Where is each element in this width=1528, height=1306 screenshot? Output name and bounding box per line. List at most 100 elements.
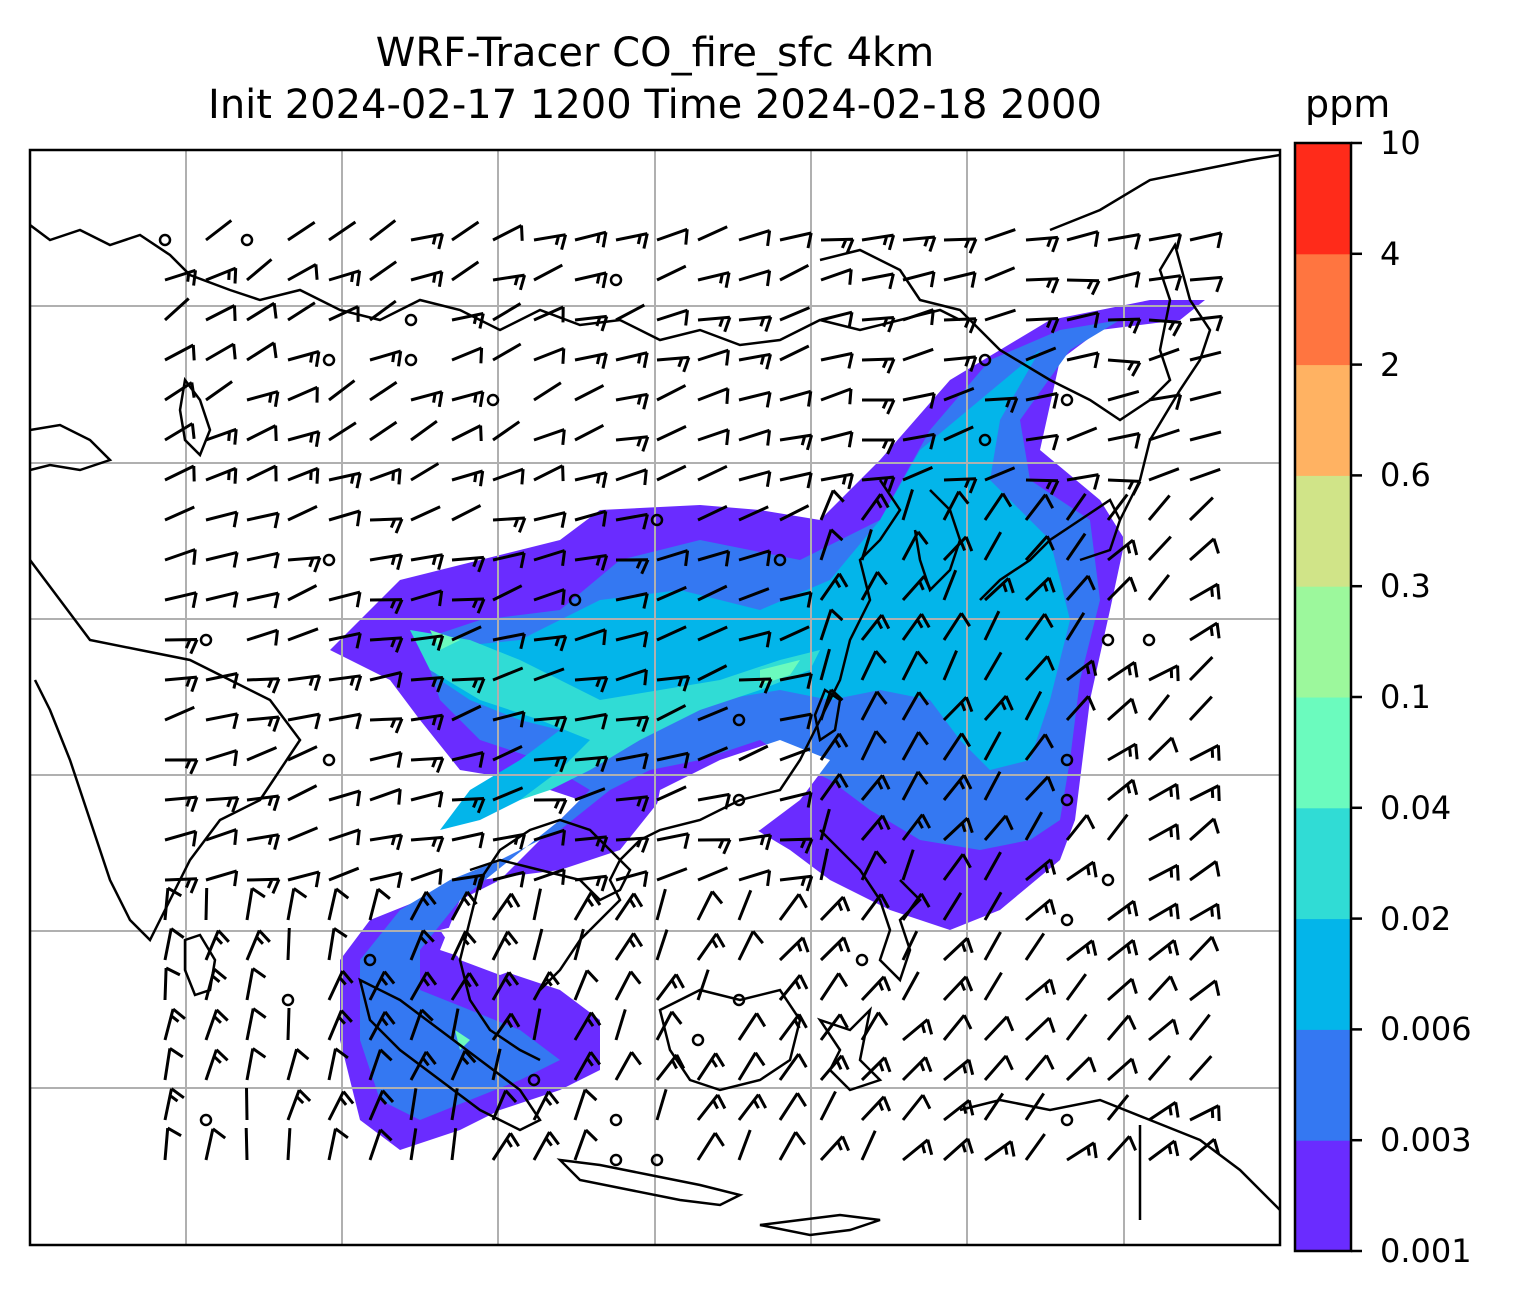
wind-barb [655, 1010, 683, 1041]
wind-barb [492, 786, 524, 802]
wind-barb [205, 219, 233, 242]
colorbar-unit-label: ppm [1305, 82, 1391, 126]
wind-barb [738, 869, 772, 887]
wind-barb [164, 829, 198, 847]
wind-barb [983, 814, 1014, 841]
colorbar-tick-label: 0.04 [1380, 788, 1452, 827]
wind-barb [205, 712, 239, 730]
wind-barb [1107, 697, 1138, 722]
wind-barb [656, 785, 687, 802]
wind-barb [574, 676, 609, 693]
wind-barb [738, 352, 772, 370]
wind-barb [656, 464, 687, 482]
wind-calm-circle [855, 953, 869, 967]
wind-barb [328, 421, 357, 442]
wind-barb [738, 587, 770, 602]
wind-barb [327, 887, 350, 921]
wind-barb [1024, 932, 1046, 961]
wind-barb [205, 266, 238, 284]
coastline-west-asia [30, 423, 113, 472]
wind-barb [942, 696, 974, 722]
wind-barb [533, 715, 568, 733]
wind-barb [204, 1008, 229, 1041]
wind-barb [1025, 858, 1057, 882]
wind-barb [163, 297, 190, 322]
wind-barb [1106, 576, 1138, 602]
wind-calm-circle [322, 553, 336, 567]
wind-barb [491, 1048, 502, 1081]
wind-barb [533, 755, 568, 773]
wind-barb [860, 814, 891, 841]
wind-barb [983, 1092, 1005, 1121]
wind-barb [778, 1131, 807, 1161]
wind-barb [328, 509, 362, 527]
wind-barb [615, 351, 649, 369]
wind-barb [164, 464, 196, 482]
wind-barb [1107, 538, 1139, 562]
wind-barb [1024, 655, 1055, 682]
colorbar-band [1295, 364, 1351, 476]
wind-barb [779, 590, 813, 608]
wind-barb [573, 1051, 602, 1081]
wind-barb [1189, 860, 1221, 882]
wind-barb [1148, 274, 1183, 291]
wind-barb [943, 425, 974, 442]
wind-barb [328, 590, 362, 608]
wind-barb [1188, 935, 1220, 962]
wind-barb [205, 380, 233, 402]
colorbar-band [1295, 918, 1351, 1030]
wind-barb [738, 630, 772, 648]
wind-barb [492, 632, 526, 650]
wind-barb [451, 220, 480, 242]
wind-barb [656, 675, 691, 692]
wind-barb [450, 1049, 477, 1081]
wind-barb [451, 625, 482, 642]
wind-barb [246, 511, 280, 529]
wind-barb [492, 551, 526, 569]
colorbar-tick-label: 4 [1380, 234, 1401, 273]
wind-barb [819, 972, 849, 1001]
wind-barb [738, 549, 772, 567]
wind-barb [1148, 902, 1180, 922]
wind-barb [942, 569, 958, 601]
wind-barb [779, 344, 810, 362]
colorbar-tick-label: 0.3 [1380, 567, 1431, 606]
wind-barb [287, 350, 321, 367]
colorbar-tick-label: 10 [1380, 124, 1421, 162]
wind-barb [1189, 467, 1221, 482]
wind-barb [492, 342, 522, 362]
wind-barb [656, 751, 690, 769]
wind-barb [286, 1048, 310, 1081]
wind-barb [1065, 612, 1086, 641]
wind-barb [901, 613, 931, 641]
wind-barb [328, 305, 360, 322]
wind-barb [533, 588, 566, 605]
wind-barb [451, 312, 485, 329]
wind-barb [164, 268, 197, 286]
wind-calm-circle [609, 273, 623, 287]
wind-barb [245, 929, 271, 961]
wind-barb [204, 967, 228, 1001]
wind-barb [1107, 778, 1139, 802]
wind-barb [533, 464, 565, 482]
wind-barb [245, 1047, 267, 1081]
wind-barb [286, 927, 291, 961]
wind-barb [779, 306, 811, 322]
wind-barb [696, 932, 726, 961]
wind-barb [655, 973, 685, 1001]
wind-barb [1065, 1013, 1088, 1041]
wind-barb [532, 1008, 542, 1041]
wind-barb [778, 974, 809, 1001]
wind-barb [246, 877, 281, 894]
wind-barb [697, 315, 732, 333]
wind-barb [779, 874, 814, 892]
wind-barb [860, 650, 887, 681]
wind-barb [615, 512, 649, 530]
wind-barb [737, 930, 764, 961]
wind-barb [862, 438, 896, 455]
wind-barb [819, 1090, 837, 1121]
wind-barb [943, 1099, 975, 1122]
wind-barb [614, 892, 644, 921]
wind-barb [614, 970, 642, 1001]
wind-barb [573, 928, 585, 961]
